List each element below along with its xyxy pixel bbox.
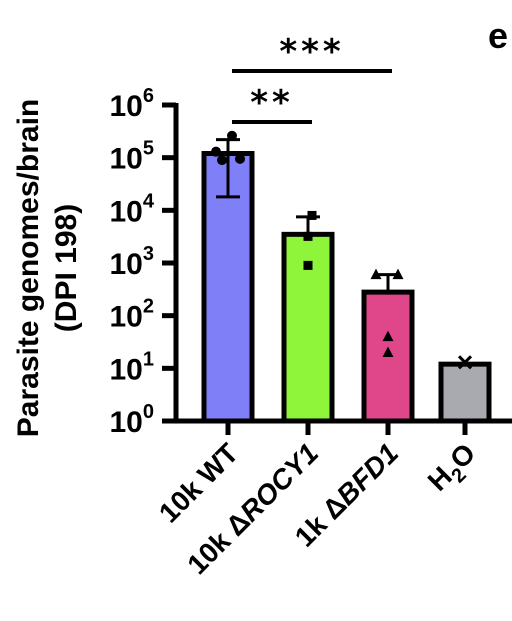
y-axis-title: Parasite genomes/brain (DPI 198) xyxy=(12,99,83,437)
data-point xyxy=(370,268,382,280)
data-point xyxy=(303,231,313,241)
significance-label: ** xyxy=(250,83,294,123)
panel-label: e xyxy=(488,15,508,56)
data-point xyxy=(211,146,221,157)
data-point xyxy=(457,355,473,370)
y-tick-label: 105 xyxy=(110,138,155,176)
data-point xyxy=(382,346,394,357)
data-point xyxy=(217,155,227,166)
y-tick-label: 101 xyxy=(110,348,155,386)
y-axis-title-line2: (DPI 198) xyxy=(50,204,83,332)
y-tick-label: 100 xyxy=(110,401,155,439)
y-tick-label: 104 xyxy=(110,190,155,228)
significance-label: *** xyxy=(279,32,344,72)
bar xyxy=(438,361,492,424)
y-axis-title-line1: Parasite genomes/brain xyxy=(12,99,45,437)
data-point xyxy=(227,130,237,141)
data-point xyxy=(303,260,313,270)
y-tick-label: 102 xyxy=(110,296,155,334)
y-tick-label: 106 xyxy=(110,85,155,123)
data-point xyxy=(392,268,404,280)
y-tick-label: 103 xyxy=(110,243,155,281)
data-point xyxy=(307,210,317,220)
data-point xyxy=(382,330,394,342)
x-tick-label: H2O xyxy=(422,437,486,501)
data-point xyxy=(235,153,245,164)
